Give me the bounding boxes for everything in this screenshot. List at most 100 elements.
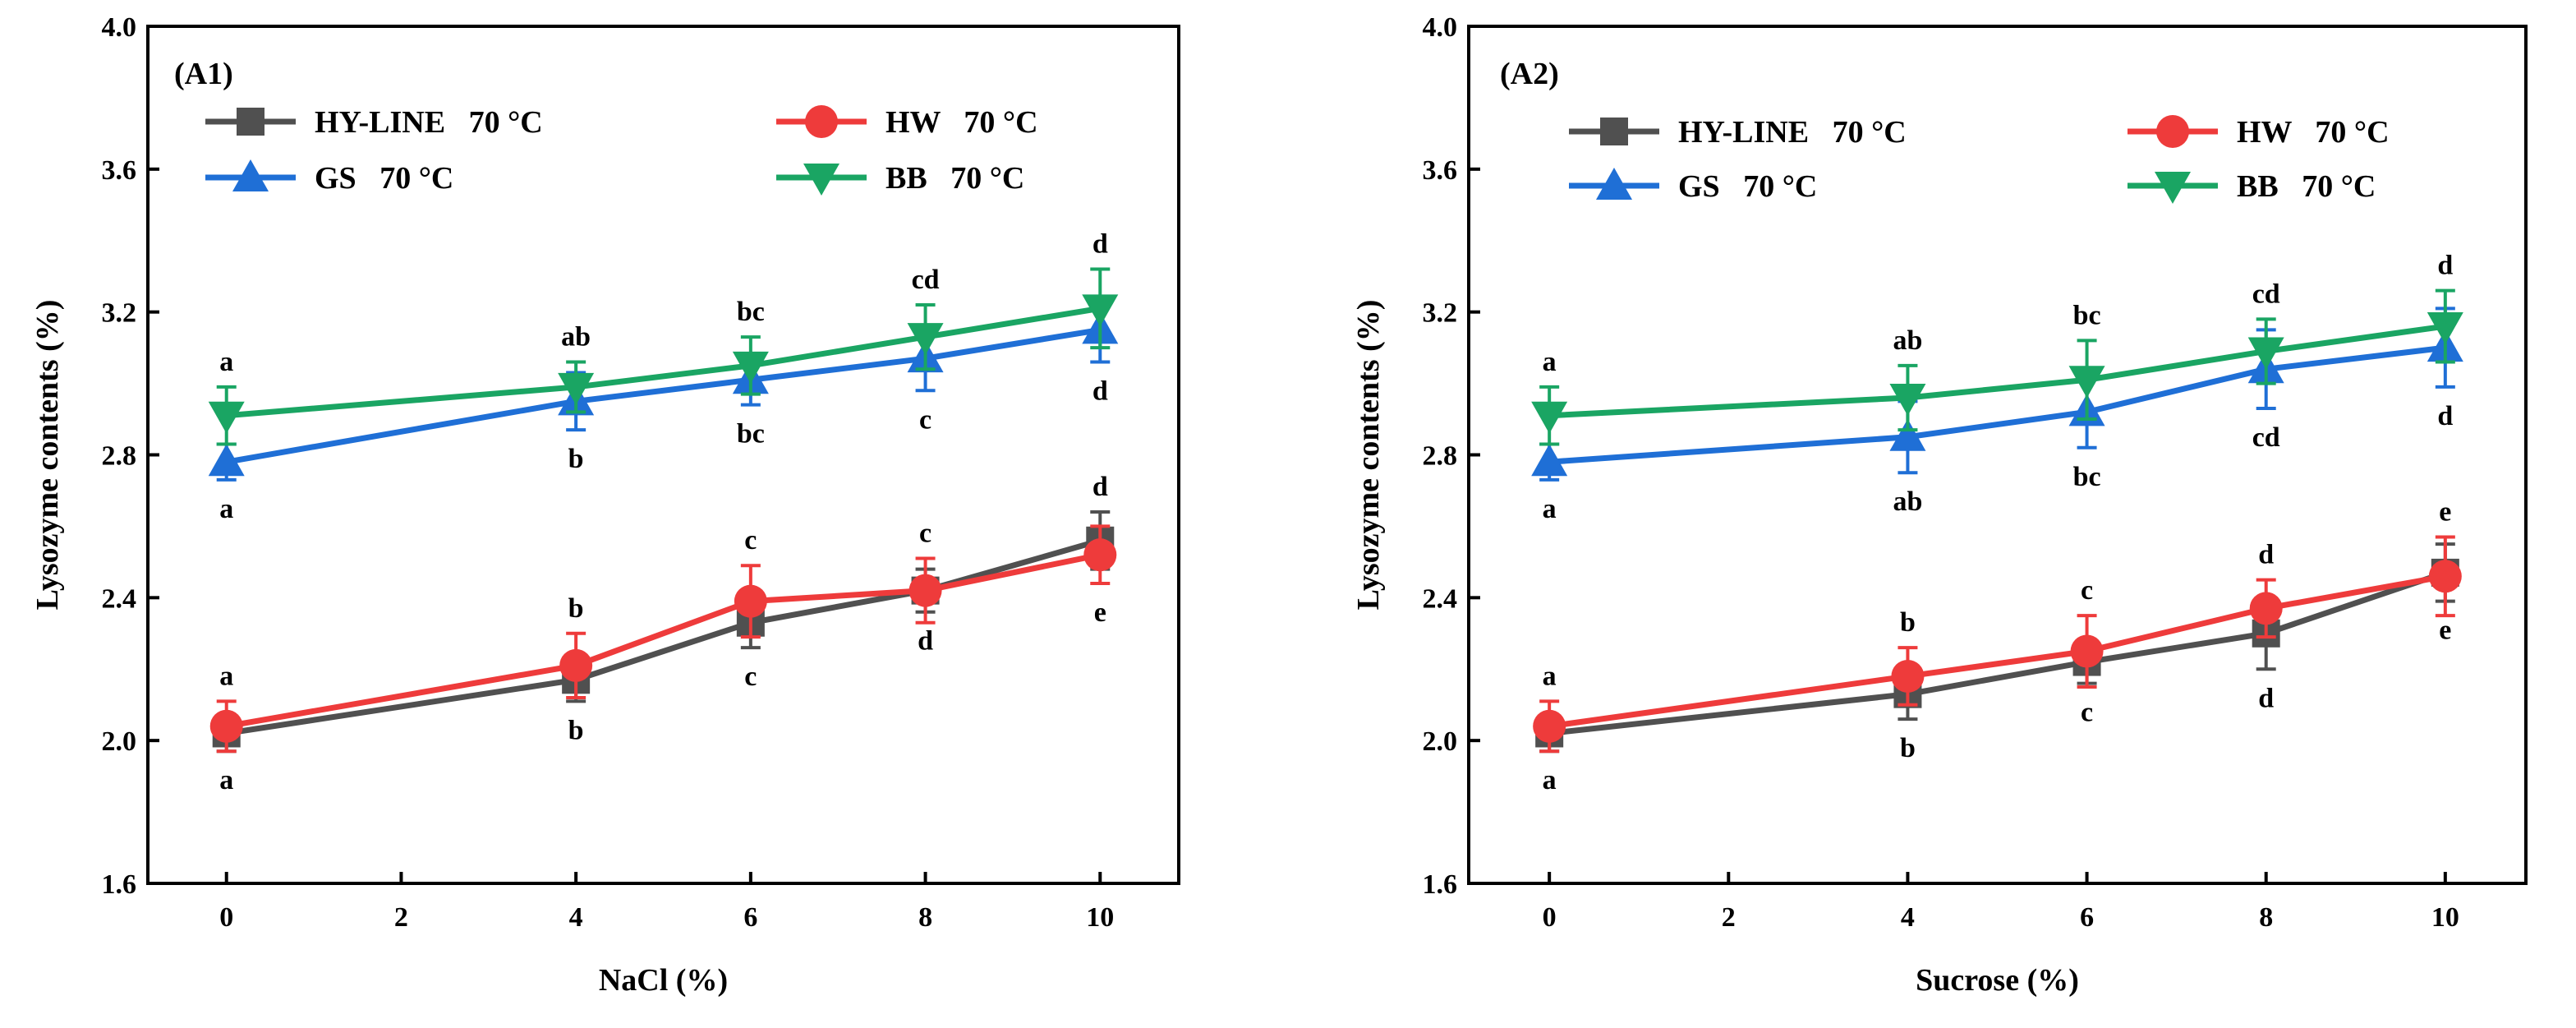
data-point (209, 709, 243, 743)
significance-letter: c (919, 404, 932, 435)
x-tick-label: 8 (918, 902, 932, 933)
data-point (1533, 709, 1566, 743)
y-tick-label: 1.6 (102, 869, 137, 900)
significance-letter: c (744, 525, 757, 555)
y-tick-label: 4.0 (102, 12, 137, 43)
y-tick-label: 4.0 (1423, 12, 1458, 43)
legend-entry: GS 70 °C (205, 159, 453, 196)
significance-letter: bc (737, 419, 765, 449)
significance-letter: a (219, 765, 233, 795)
data-point (2070, 634, 2104, 668)
legend-label: BB 70 °C (2237, 169, 2376, 204)
y-tick-label: 1.6 (1423, 869, 1458, 900)
y-tick-label: 3.6 (1423, 155, 1458, 186)
x-axis-title: Sucrose (%) (1916, 963, 2079, 998)
legend-entry: BB 70 °C (2128, 169, 2376, 204)
significance-letter: c (2081, 698, 2093, 728)
legend-label: HW 70 °C (886, 105, 1038, 140)
legend-entry: GS 70 °C (1569, 168, 1817, 204)
significance-letter: c (744, 662, 757, 692)
y-tick-label: 2.0 (1423, 726, 1458, 757)
significance-letter: b (568, 444, 584, 474)
legend-marker (1600, 118, 1628, 145)
data-point (2247, 337, 2284, 370)
data-point (1889, 383, 1926, 416)
significance-letter: bc (2073, 462, 2101, 492)
x-axis-title: NaCl (%) (599, 963, 728, 998)
significance-letter: a (219, 661, 233, 691)
significance-letter: e (1094, 597, 1106, 628)
data-point (734, 584, 767, 618)
data-point (558, 372, 595, 405)
y-tick-label: 2.4 (102, 583, 137, 614)
significance-letter: a (1543, 661, 1557, 691)
legend-marker (2155, 172, 2191, 204)
legend-label: HY-LINE 70 °C (315, 105, 543, 140)
significance-letter: d (2258, 540, 2274, 570)
legend-entry: HY-LINE 70 °C (1569, 115, 1907, 150)
legend-marker (803, 164, 840, 196)
significance-letter: a (219, 347, 233, 377)
legend-marker (805, 105, 838, 138)
significance-letter: bc (737, 297, 765, 327)
significance-letter: d (1092, 472, 1108, 502)
y-axis-title: Lysozyme contents (%) (30, 300, 65, 611)
legend-label: GS 70 °C (1678, 169, 1817, 204)
data-point (1531, 401, 1568, 434)
data-point (208, 444, 245, 477)
legend-marker (232, 159, 269, 191)
significance-letter: cd (2252, 422, 2280, 453)
y-tick-label: 2.4 (1423, 583, 1458, 614)
series-circle: a b c d e (1533, 496, 2462, 754)
data-point (2426, 312, 2463, 345)
data-point (908, 574, 942, 607)
significance-letter: d (2258, 683, 2274, 713)
chart-panel-a2: 1.6 2.0 2.4 2.8 3.2 3.6 4.0 0 2 4 6 8 10 Sucrose (%) L… (1351, 12, 2528, 998)
data-point (907, 323, 944, 356)
significance-letter: ab (1893, 486, 1922, 517)
x-tick-label: 10 (2431, 902, 2459, 933)
data-point (1083, 538, 1117, 572)
significance-letter: a (219, 494, 233, 524)
series-circle: a b c c e (209, 519, 1117, 754)
x-tick-label: 0 (219, 902, 233, 933)
x-tick-label: 2 (394, 902, 408, 933)
data-point (2068, 366, 2105, 399)
legend-entry: HW 70 °C (776, 105, 1038, 140)
legend-label: GS 70 °C (315, 161, 453, 196)
significance-letter: c (919, 519, 932, 549)
significance-letter: ab (1893, 325, 1922, 356)
y-tick-label: 2.0 (102, 726, 137, 757)
x-tick-label: 6 (743, 902, 757, 933)
significance-letter: e (2439, 496, 2451, 527)
significance-letter: a (1543, 347, 1557, 377)
significance-letter: bc (2073, 300, 2101, 330)
significance-letter: b (568, 593, 584, 624)
significance-letter: d (918, 626, 933, 657)
data-point (2428, 560, 2462, 593)
legend-marker (1596, 168, 1632, 200)
panel-label: (A1) (174, 57, 233, 91)
y-tick-label: 3.2 (102, 298, 137, 329)
legend-label: HW 70 °C (2237, 115, 2390, 150)
significance-letter: d (1092, 376, 1108, 407)
y-tick-label: 3.6 (102, 155, 137, 186)
legend-entry: HW 70 °C (2128, 115, 2390, 150)
significance-letter: b (1900, 607, 1916, 638)
y-tick-label: 2.8 (102, 441, 137, 472)
significance-letter: d (2437, 251, 2453, 281)
significance-letter: ab (561, 322, 591, 353)
x-tick-label: 8 (2259, 902, 2273, 933)
legend-marker (237, 108, 264, 136)
significance-letter: b (1900, 733, 1916, 763)
legend-label: HY-LINE 70 °C (1678, 115, 1907, 150)
significance-letter: c (2081, 575, 2093, 606)
legend-entry: BB 70 °C (776, 161, 1024, 196)
x-tick-label: 2 (1722, 902, 1736, 933)
significance-letter: d (2437, 401, 2453, 431)
x-tick-label: 4 (1901, 902, 1915, 933)
significance-letter: b (568, 715, 584, 745)
